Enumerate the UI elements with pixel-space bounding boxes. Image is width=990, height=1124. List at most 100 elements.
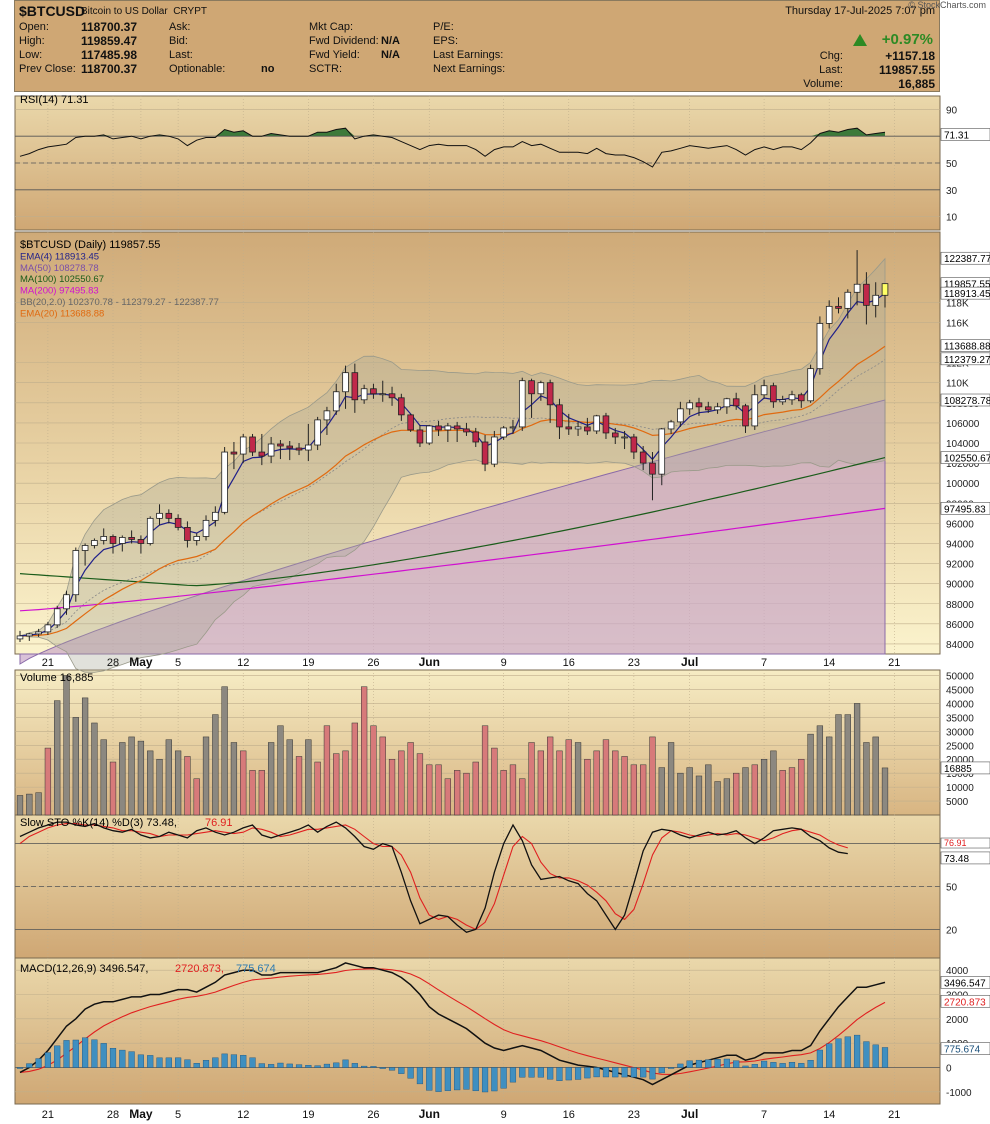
candle	[109, 536, 117, 544]
macd-hist-bar	[835, 1038, 842, 1068]
candle	[500, 427, 507, 438]
candle	[323, 410, 331, 421]
volume-bar	[519, 778, 526, 816]
volume-bar	[63, 675, 70, 816]
candle	[732, 398, 740, 407]
axis-tick-label: 84000	[946, 640, 974, 651]
candle	[881, 283, 889, 296]
chart: 1030507090840008600088000900009200094000…	[14, 94, 990, 1121]
macd-hist-bar	[342, 1059, 349, 1068]
ma50-area	[19, 399, 886, 665]
volume-bar	[872, 736, 879, 816]
volume-bar	[72, 717, 79, 816]
axis-tick-label: 40000	[946, 699, 974, 710]
rsi-line	[19, 127, 886, 168]
volume-bar	[277, 725, 284, 816]
volume-bar	[109, 761, 117, 816]
candle	[602, 415, 610, 434]
macd-hist-bar	[863, 1041, 870, 1068]
x-tick-label: 7	[761, 1109, 767, 1121]
field-label: Fwd Yield:	[309, 49, 360, 61]
ma200-line	[19, 507, 886, 612]
candle	[258, 451, 266, 457]
volume-bar	[361, 686, 368, 816]
last-label: Last:	[819, 64, 843, 76]
x-tick-label: 23	[628, 1109, 640, 1121]
macd-hist-bar	[602, 1067, 610, 1078]
x-tick-label: Jun	[419, 655, 440, 669]
macd-hist-bar	[398, 1067, 405, 1074]
field-value: 119859.47	[80, 34, 137, 48]
candle	[444, 425, 452, 431]
volume-bar	[667, 742, 675, 816]
volume-bar	[742, 767, 749, 816]
axis-tick-label: 86000	[946, 620, 974, 631]
price-legend-entry: $BTCUSD (Daily) 119857.55	[20, 239, 160, 251]
axis-tick-label: 30	[946, 186, 958, 197]
volume-bar	[44, 747, 52, 816]
axis-tick-label: 118K	[946, 298, 969, 309]
macd-hist-bar	[798, 1063, 805, 1068]
volume-bar	[407, 742, 414, 816]
macd-hist-bar	[44, 1052, 51, 1068]
volume-bar	[612, 750, 619, 816]
macd-tag-box	[940, 1042, 990, 1055]
axis-tick-label: 50	[946, 159, 958, 170]
candle	[751, 394, 759, 427]
x-tick-label: 28	[107, 657, 119, 669]
macd-tag: 775.674	[944, 1045, 981, 1056]
macd-hist-bar	[481, 1067, 489, 1093]
candle	[351, 372, 359, 401]
macd-hist-bar	[695, 1059, 703, 1068]
candle	[370, 388, 377, 395]
candle	[788, 394, 796, 401]
volume-bar	[416, 753, 424, 816]
candle	[239, 436, 247, 455]
macd-hist-bar	[295, 1064, 303, 1068]
macd-hist-bar	[426, 1067, 433, 1091]
candle	[137, 539, 145, 544]
candle	[332, 391, 340, 412]
volume-bar	[174, 750, 182, 816]
volume-bar	[119, 742, 126, 816]
candle	[574, 426, 582, 430]
macd-hist-bar	[807, 1060, 814, 1068]
field-label: Mkt Cap:	[309, 21, 354, 33]
volume-bar	[816, 725, 824, 816]
volume-bar	[853, 703, 861, 816]
macd-hist-bar	[286, 1063, 293, 1068]
candle	[872, 294, 879, 306]
axis-tick-label: 104000	[946, 439, 980, 450]
candle	[128, 537, 135, 540]
axis-tick-label: 110K	[946, 379, 969, 390]
candle	[305, 444, 312, 451]
field-label: Low:	[19, 49, 43, 61]
volume-bar	[500, 770, 507, 816]
volume-bar	[509, 764, 517, 816]
last-value: 119857.55	[878, 63, 935, 77]
sto-label-k: Slow STO %K(14) %D(3) 73.48,	[20, 817, 177, 829]
macd-hist-bar	[491, 1067, 498, 1092]
macd-hist-bar	[35, 1058, 42, 1068]
candle	[165, 512, 173, 519]
sto-k-line	[19, 821, 848, 934]
volume-bar	[565, 739, 572, 816]
macd-tag: 3496.547	[944, 978, 986, 989]
field-label: Optionable:	[169, 63, 226, 75]
volume-bar	[733, 772, 740, 816]
x-tick-label: May	[129, 655, 153, 669]
candle	[491, 436, 498, 465]
volume-bar	[240, 750, 247, 816]
macd-hist-bar	[714, 1059, 721, 1068]
volume-bar	[481, 725, 489, 816]
volume-bar	[826, 736, 833, 816]
x-tick-label: 21	[42, 1109, 54, 1121]
volume-bar	[640, 764, 647, 816]
axis-tick-label: 50000	[946, 672, 974, 683]
macd-hist-bar	[193, 1063, 200, 1068]
candle	[556, 404, 563, 428]
macd-hist-bar	[109, 1047, 117, 1068]
volume-bar	[556, 750, 563, 816]
candle	[119, 537, 126, 544]
macd-hist-bar	[416, 1067, 424, 1085]
